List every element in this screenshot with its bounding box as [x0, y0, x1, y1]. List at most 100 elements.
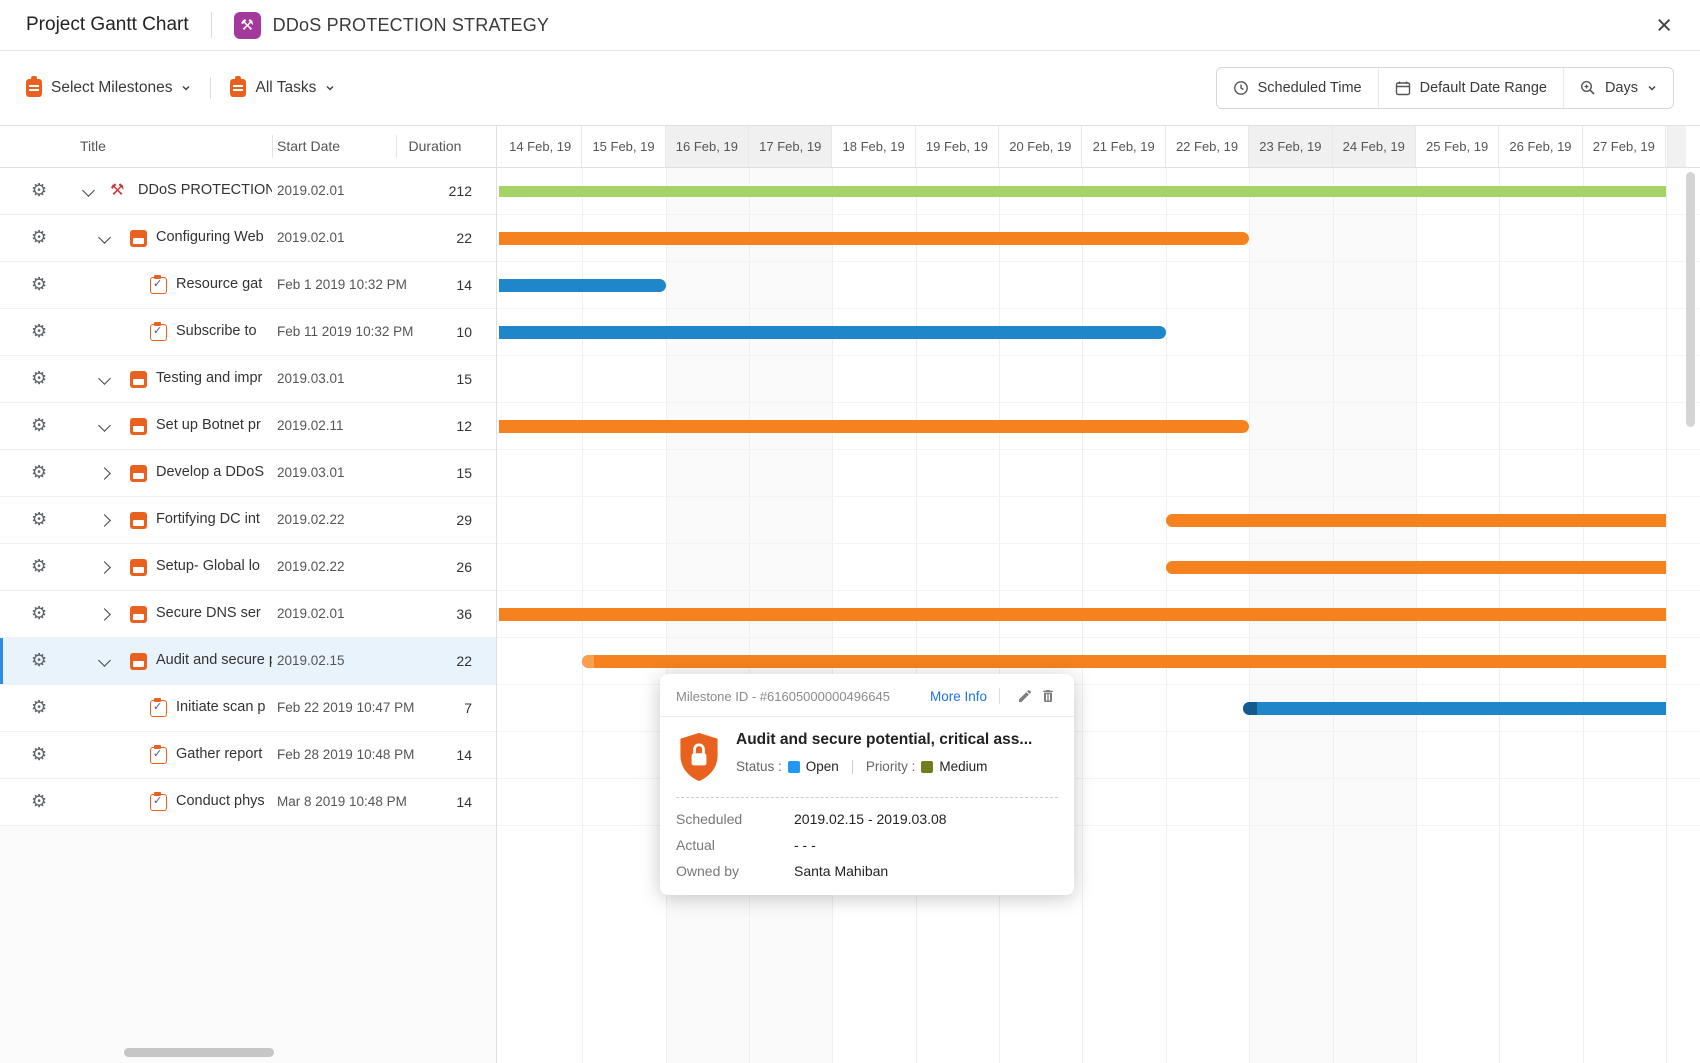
chevron-right-icon[interactable]: [98, 514, 111, 527]
task-icon: [150, 791, 167, 811]
row-duration: 14: [456, 277, 472, 293]
chevron-down-icon[interactable]: [98, 372, 111, 385]
row-duration: 22: [456, 653, 472, 669]
gear-icon[interactable]: ⚙: [31, 697, 48, 717]
timeline-day-header: 26 Feb, 19: [1499, 126, 1583, 167]
delete-button[interactable]: [1038, 686, 1058, 706]
row-gridline: [497, 543, 1700, 544]
gear-icon[interactable]: ⚙: [31, 603, 48, 623]
table-row[interactable]: ⚙ Initiate scan p Feb 22 2019 10:47 PM 7: [0, 685, 496, 732]
scheduled-time-label: Scheduled Time: [1257, 80, 1362, 96]
row-title: Subscribe to: [176, 323, 257, 339]
gantt-bar-orange[interactable]: [1165, 561, 1666, 574]
table-row[interactable]: ⚙ Develop a DDoS 2019.03.01 15: [0, 450, 496, 497]
table-row[interactable]: ⚙ Configuring Web 2019.02.01 22: [0, 215, 496, 262]
select-milestones-label: Select Milestones: [51, 79, 173, 96]
gear-icon[interactable]: ⚙: [31, 556, 48, 576]
gear-icon[interactable]: ⚙: [31, 227, 48, 247]
row-gridline: [497, 496, 1700, 497]
row-title: Resource gat: [176, 276, 263, 292]
default-date-range-button[interactable]: Default Date Range: [1377, 68, 1563, 108]
divider: [999, 688, 1000, 704]
row-gridline: [497, 684, 1700, 685]
table-row[interactable]: ⚙ Testing and impr 2019.03.01 15: [0, 356, 496, 403]
table-row[interactable]: ⚙ Audit and secure potential, critical as…: [0, 638, 496, 685]
gantt-bar-orange[interactable]: [1165, 514, 1666, 527]
table-row[interactable]: ⚙ Set up Botnet pr 2019.02.11 12: [0, 403, 496, 450]
chevron-right-icon[interactable]: [98, 608, 111, 621]
row-duration: 36: [456, 606, 472, 622]
gantt-bar-blue[interactable]: [499, 279, 666, 292]
all-tasks-label: All Tasks: [255, 79, 317, 96]
gantt-bar-orange[interactable]: [582, 655, 1666, 668]
table-row[interactable]: ⚙ Gather report Feb 28 2019 10:48 PM 14: [0, 732, 496, 779]
status-value: Open: [805, 759, 839, 774]
chevron-down-icon[interactable]: [98, 419, 111, 432]
gantt-bar-orange[interactable]: [499, 608, 1666, 621]
gear-icon[interactable]: ⚙: [31, 744, 48, 764]
chevron-right-icon[interactable]: [98, 561, 111, 574]
row-start-date: Feb 1 2019 10:32 PM: [277, 277, 407, 292]
all-tasks-dropdown[interactable]: All Tasks: [230, 76, 335, 97]
day-gridline: [1665, 168, 1667, 1063]
row-duration: 15: [456, 465, 472, 481]
chevron-down-icon: [1648, 85, 1656, 91]
gantt-bar-blue[interactable]: [499, 326, 1166, 339]
column-header-title[interactable]: Title: [80, 138, 106, 154]
vertical-scrollbar[interactable]: [1686, 172, 1695, 427]
gear-icon[interactable]: ⚙: [31, 462, 48, 482]
select-milestones-dropdown[interactable]: Select Milestones: [26, 76, 191, 97]
row-gridline: [497, 355, 1700, 356]
scheduled-time-button[interactable]: Scheduled Time: [1217, 68, 1378, 108]
milestone-icon: [130, 230, 147, 247]
row-duration: 12: [456, 418, 472, 434]
table-row[interactable]: ⚙ Secure DNS ser 2019.02.01 36: [0, 591, 496, 638]
column-header-start-date[interactable]: Start Date: [277, 138, 341, 154]
dashed-divider: [676, 797, 1058, 798]
gantt-bar-blue[interactable]: [1243, 702, 1666, 715]
chevron-down-icon[interactable]: [82, 184, 95, 197]
timeline-controls: Scheduled Time Default Date Range Days: [1215, 67, 1674, 109]
timeline-panel: 14 Feb, 19 15 Feb, 19 16 Feb, 19 17 Feb, 19…: [497, 126, 1700, 1063]
timeline-header: 14 Feb, 19 15 Feb, 19 16 Feb, 19 17 Feb, 19…: [497, 126, 1700, 168]
zoom-days-dropdown[interactable]: Days: [1562, 68, 1673, 108]
column-header-duration[interactable]: Duration: [408, 138, 462, 154]
table-row[interactable]: ⚙ Fortifying DC int 2019.02.22 29: [0, 497, 496, 544]
chevron-down-icon[interactable]: [98, 231, 111, 244]
gear-icon[interactable]: ⚙: [31, 415, 48, 435]
gear-icon[interactable]: ⚙: [31, 650, 48, 670]
table-row[interactable]: ⚙ ⚒ DDoS PROTECTION STRATEGY 2019.02.01 212: [0, 168, 496, 215]
gantt-bar-green[interactable]: [499, 186, 1666, 197]
gear-icon[interactable]: ⚙: [31, 791, 48, 811]
milestone-icon: [130, 653, 147, 670]
table-row[interactable]: ⚙ Subscribe to Feb 11 2019 10:32 PM 10: [0, 309, 496, 356]
table-row[interactable]: ⚙ Conduct phys Mar 8 2019 10:48 PM 14: [0, 779, 496, 826]
close-icon[interactable]: ×: [1650, 10, 1678, 41]
milestone-icon: [130, 606, 147, 623]
gantt-bar-orange[interactable]: [499, 420, 1250, 433]
edit-button[interactable]: [1015, 686, 1035, 706]
status-color-swatch: [787, 760, 800, 773]
gear-icon[interactable]: ⚙: [31, 321, 48, 341]
row-title: DDoS PROTECTION STRATEGY: [138, 182, 272, 198]
gear-icon[interactable]: ⚙: [31, 274, 48, 294]
project-icon: ⚒: [110, 182, 125, 199]
timeline-day-header: 20 Feb, 19: [999, 126, 1083, 167]
table-row[interactable]: ⚙ Resource gat Feb 1 2019 10:32 PM 14: [0, 262, 496, 309]
trash-icon: [1043, 690, 1053, 702]
horizontal-scrollbar[interactable]: [124, 1048, 274, 1057]
row-start-date: 2019.03.01: [277, 465, 345, 480]
gear-icon[interactable]: ⚙: [31, 509, 48, 529]
chevron-right-icon[interactable]: [98, 467, 111, 480]
milestone-icon: [130, 371, 147, 388]
gear-icon[interactable]: ⚙: [31, 180, 48, 200]
scheduled-value: 2019.02.15 - 2019.03.08: [794, 811, 947, 827]
table-row[interactable]: ⚙ Setup- Global lo 2019.02.22 26: [0, 544, 496, 591]
bar-start-cap: [582, 655, 595, 668]
chevron-down-icon[interactable]: [98, 654, 111, 667]
gantt-bar-orange[interactable]: [499, 232, 1250, 245]
milestone-icon: [130, 559, 147, 576]
row-title: Initiate scan p: [176, 699, 266, 715]
gear-icon[interactable]: ⚙: [31, 368, 48, 388]
more-info-link[interactable]: More Info: [929, 688, 987, 704]
